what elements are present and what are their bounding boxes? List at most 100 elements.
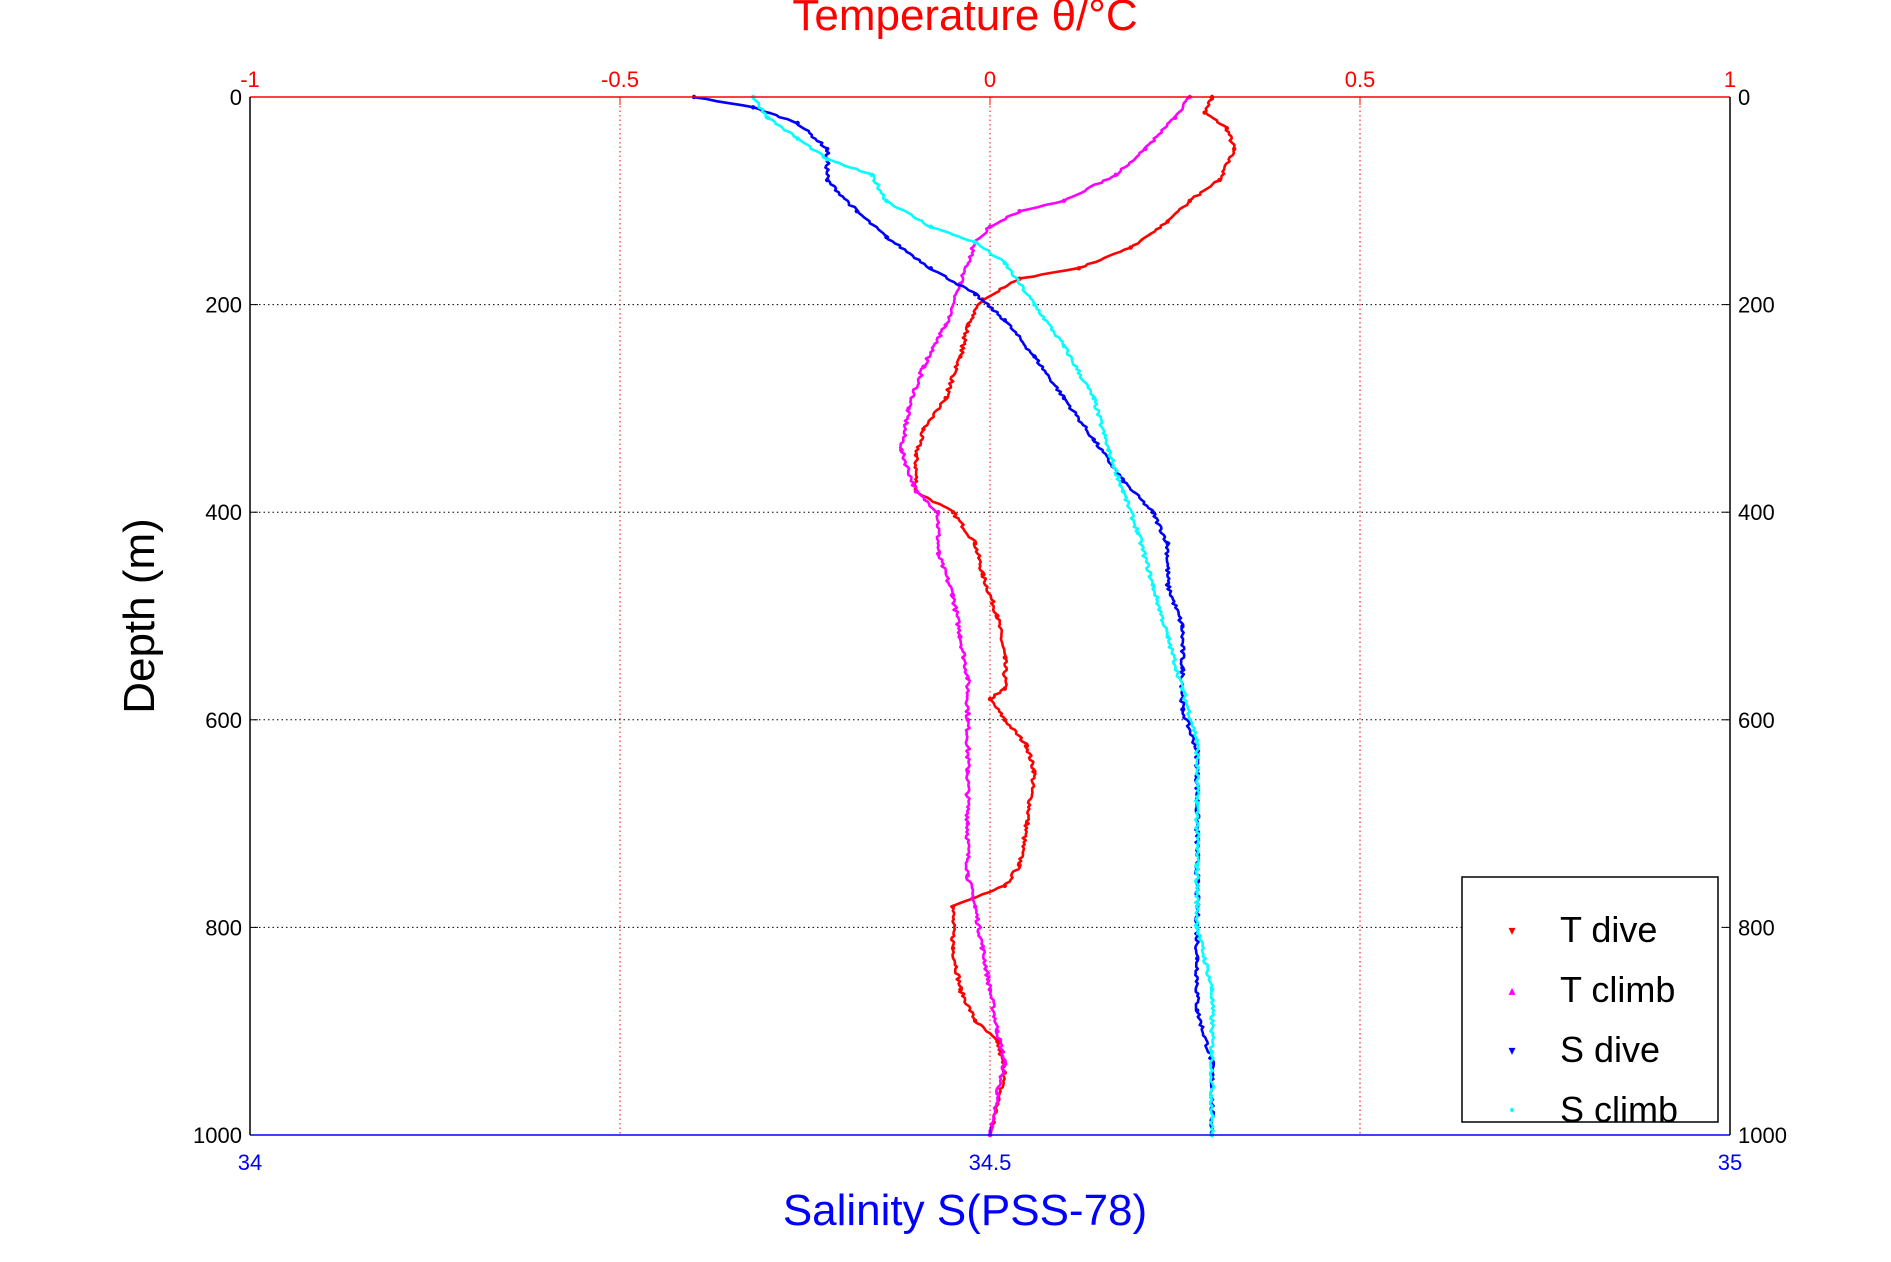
depth-tick-label-right: 800 bbox=[1738, 915, 1775, 940]
legend-marker: ▴ bbox=[1508, 983, 1515, 999]
data-point bbox=[1017, 862, 1022, 868]
data-point bbox=[906, 406, 911, 411]
data-point bbox=[995, 1091, 1000, 1096]
data-point bbox=[973, 292, 978, 297]
data-point bbox=[1187, 198, 1193, 203]
data-point bbox=[1061, 343, 1067, 349]
data-point bbox=[1224, 125, 1230, 131]
data-point bbox=[958, 634, 963, 639]
data-point bbox=[995, 1039, 1000, 1044]
data-point bbox=[943, 395, 948, 401]
data-point bbox=[884, 198, 889, 203]
data-point bbox=[1032, 302, 1037, 307]
data-point bbox=[928, 224, 933, 229]
series-s-climb bbox=[751, 94, 1216, 1138]
data-point bbox=[965, 323, 970, 328]
data-point bbox=[973, 240, 978, 245]
data-point bbox=[980, 572, 985, 577]
data-point bbox=[1002, 686, 1007, 691]
data-point bbox=[1143, 146, 1148, 152]
data-point bbox=[1017, 208, 1022, 214]
data-point bbox=[1217, 177, 1222, 183]
data-point bbox=[1195, 738, 1200, 743]
data-point bbox=[1121, 489, 1126, 494]
data-point bbox=[1165, 634, 1170, 639]
data-point bbox=[950, 593, 956, 598]
legend-marker: ▾ bbox=[1508, 923, 1515, 939]
data-point bbox=[884, 234, 889, 240]
data-point bbox=[958, 987, 963, 992]
data-point bbox=[1180, 686, 1185, 691]
data-point bbox=[825, 177, 830, 183]
data-point bbox=[1195, 862, 1200, 868]
data-point bbox=[913, 452, 919, 458]
temperature-tick-label: 1 bbox=[1724, 67, 1736, 92]
data-point bbox=[869, 172, 874, 178]
legend-label: T dive bbox=[1560, 909, 1657, 950]
data-point bbox=[1061, 198, 1067, 203]
depth-tick-label-right: 600 bbox=[1738, 708, 1775, 733]
data-point bbox=[1091, 395, 1096, 401]
data-point bbox=[921, 364, 926, 370]
legend-box bbox=[1461, 876, 1719, 1123]
data-point bbox=[987, 224, 993, 229]
data-point bbox=[995, 613, 1000, 619]
data-point bbox=[1202, 110, 1207, 115]
data-point bbox=[921, 426, 926, 432]
depth-tick-label-left: 1000 bbox=[193, 1123, 242, 1148]
temperature-tick-label: 0.5 bbox=[1345, 67, 1376, 92]
data-point bbox=[825, 146, 830, 152]
depth-tick-label-right: 200 bbox=[1738, 293, 1775, 318]
data-point bbox=[899, 447, 904, 453]
data-point bbox=[1232, 146, 1237, 152]
data-point bbox=[854, 208, 859, 214]
data-point bbox=[1113, 172, 1119, 178]
data-point bbox=[1002, 260, 1007, 266]
data-point bbox=[987, 696, 993, 702]
series-trace bbox=[751, 96, 1216, 1136]
depth-axis-title: Depth (m) bbox=[115, 518, 164, 714]
data-point bbox=[995, 1029, 1000, 1034]
data-point bbox=[1002, 883, 1007, 889]
legend-label: S dive bbox=[1560, 1029, 1660, 1070]
data-point bbox=[1209, 1049, 1215, 1055]
legend-marker: ▾ bbox=[1508, 1043, 1515, 1059]
data-point bbox=[795, 136, 800, 141]
data-point bbox=[965, 873, 970, 878]
salinity-tick-label: 34.5 bbox=[969, 1150, 1012, 1175]
data-point bbox=[1024, 821, 1030, 826]
data-point bbox=[1150, 510, 1156, 515]
data-point bbox=[1172, 115, 1178, 120]
depth-tick-label-right: 400 bbox=[1738, 500, 1775, 525]
data-point bbox=[1195, 956, 1200, 961]
data-point bbox=[1195, 1008, 1200, 1013]
data-point bbox=[1032, 354, 1037, 359]
data-point bbox=[973, 904, 978, 909]
data-point bbox=[950, 510, 956, 515]
data-point bbox=[943, 323, 948, 328]
data-point bbox=[973, 1018, 978, 1024]
data-point bbox=[1024, 743, 1030, 748]
data-point bbox=[1165, 541, 1170, 546]
data-point bbox=[965, 769, 970, 774]
legend: ▾ T dive ▴ T climb ▾ S dive • S climb bbox=[1461, 876, 1719, 1130]
data-point bbox=[965, 717, 970, 722]
depth-tick-label-left: 600 bbox=[205, 708, 242, 733]
depth-tick-label-left: 400 bbox=[205, 500, 242, 525]
temperature-tick-label: -1 bbox=[240, 67, 260, 92]
data-point bbox=[973, 541, 978, 546]
data-point bbox=[980, 945, 985, 951]
salinity-tick-label: 34 bbox=[238, 1150, 262, 1175]
data-point bbox=[1091, 437, 1096, 442]
salinity-axis-title: Salinity S(PSS-78) bbox=[783, 1186, 1147, 1235]
data-point bbox=[1165, 219, 1170, 224]
data-point bbox=[1002, 655, 1007, 660]
data-point bbox=[1150, 582, 1156, 588]
series-s-dive bbox=[691, 94, 1216, 1138]
legend-label: S climb bbox=[1560, 1089, 1678, 1130]
data-point bbox=[795, 120, 800, 126]
data-point bbox=[936, 551, 941, 556]
data-point bbox=[928, 266, 933, 271]
